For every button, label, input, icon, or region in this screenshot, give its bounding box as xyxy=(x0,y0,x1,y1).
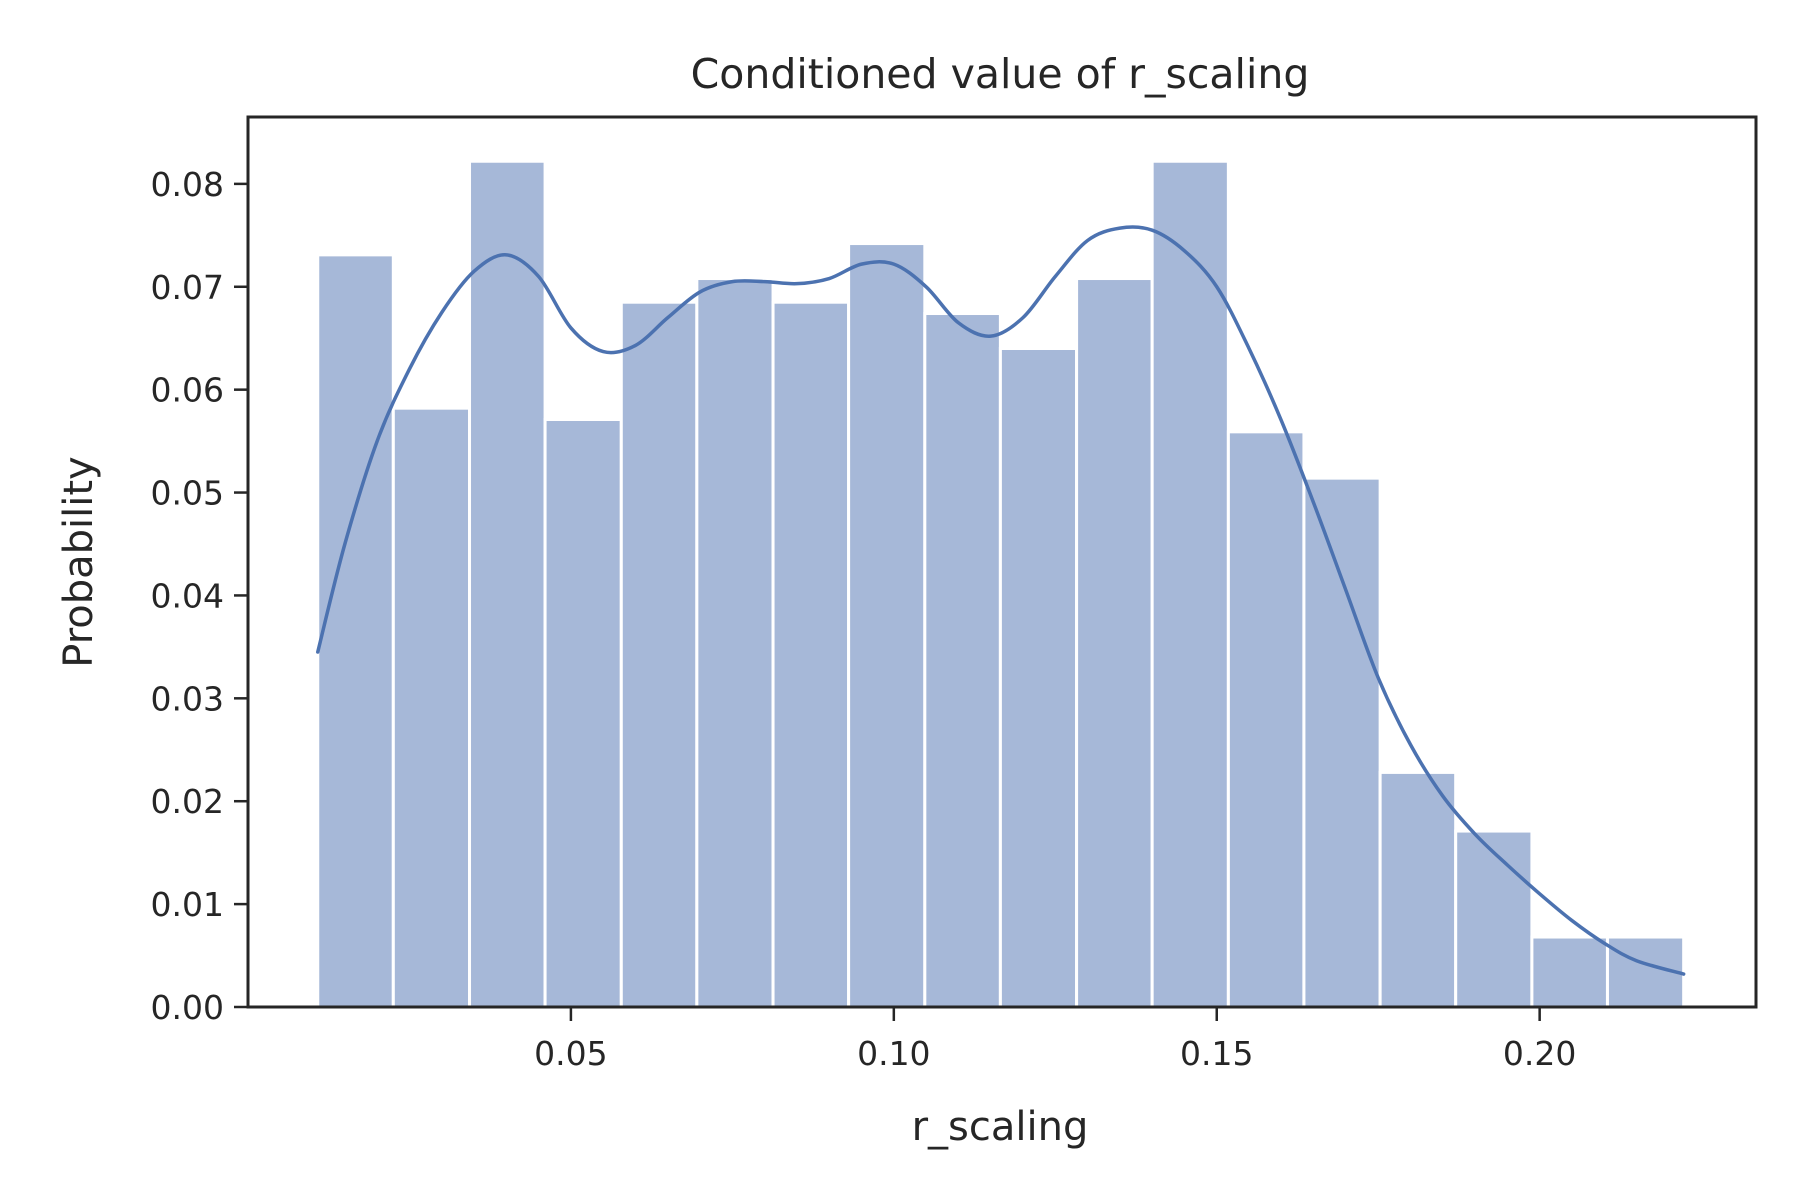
histogram-bar xyxy=(771,300,851,1009)
y-tick-label: 0.06 xyxy=(151,371,224,410)
histogram-bars xyxy=(316,159,1686,1009)
y-tick-label: 0.01 xyxy=(151,885,224,924)
y-axis-ticks: 0.00 0.01 0.02 0.03 0.04 0.05 0.06 0.07 0.08 xyxy=(151,165,248,1027)
histogram-bar xyxy=(1150,159,1230,1009)
y-tick-label: 0.04 xyxy=(151,576,224,615)
y-tick-label: 0.08 xyxy=(151,165,224,204)
histogram-bar xyxy=(1075,277,1154,1009)
x-axis-label: r_scaling xyxy=(912,1104,1089,1150)
x-tick-label: 0.15 xyxy=(1180,1034,1253,1073)
histogram-bar xyxy=(316,253,395,1009)
histogram-bar xyxy=(1530,935,1609,1009)
histogram-bar xyxy=(468,159,547,1009)
histogram-bar xyxy=(619,300,699,1009)
x-tick-label: 0.20 xyxy=(1503,1034,1576,1073)
y-tick-label: 0.02 xyxy=(151,782,224,821)
histogram-bar xyxy=(695,277,775,1009)
plot-frame xyxy=(246,115,1758,1009)
y-tick-label: 0.00 xyxy=(151,988,224,1027)
x-axis-ticks: 0.05 0.10 0.15 0.20 xyxy=(534,1007,1576,1073)
chart-title: Conditioned value of r_scaling xyxy=(691,50,1310,98)
histogram-bar xyxy=(923,312,1002,1009)
histogram-bar xyxy=(847,242,927,1009)
x-tick-label: 0.10 xyxy=(857,1034,930,1073)
y-axis-label: Probability xyxy=(56,456,102,667)
y-tick-label: 0.05 xyxy=(151,474,224,513)
histogram-bar xyxy=(391,406,472,1009)
histogram-bar xyxy=(1454,829,1534,1009)
x-tick-label: 0.05 xyxy=(534,1034,607,1073)
y-tick-label: 0.03 xyxy=(151,679,224,718)
histogram-bar xyxy=(1226,430,1306,1009)
histogram-bar xyxy=(998,347,1079,1009)
histogram-bar xyxy=(1378,770,1458,1009)
histogram-bar xyxy=(543,417,623,1009)
y-tick-label: 0.07 xyxy=(151,268,224,307)
kde-curve xyxy=(315,225,1686,976)
histogram-bar xyxy=(1302,476,1382,1009)
